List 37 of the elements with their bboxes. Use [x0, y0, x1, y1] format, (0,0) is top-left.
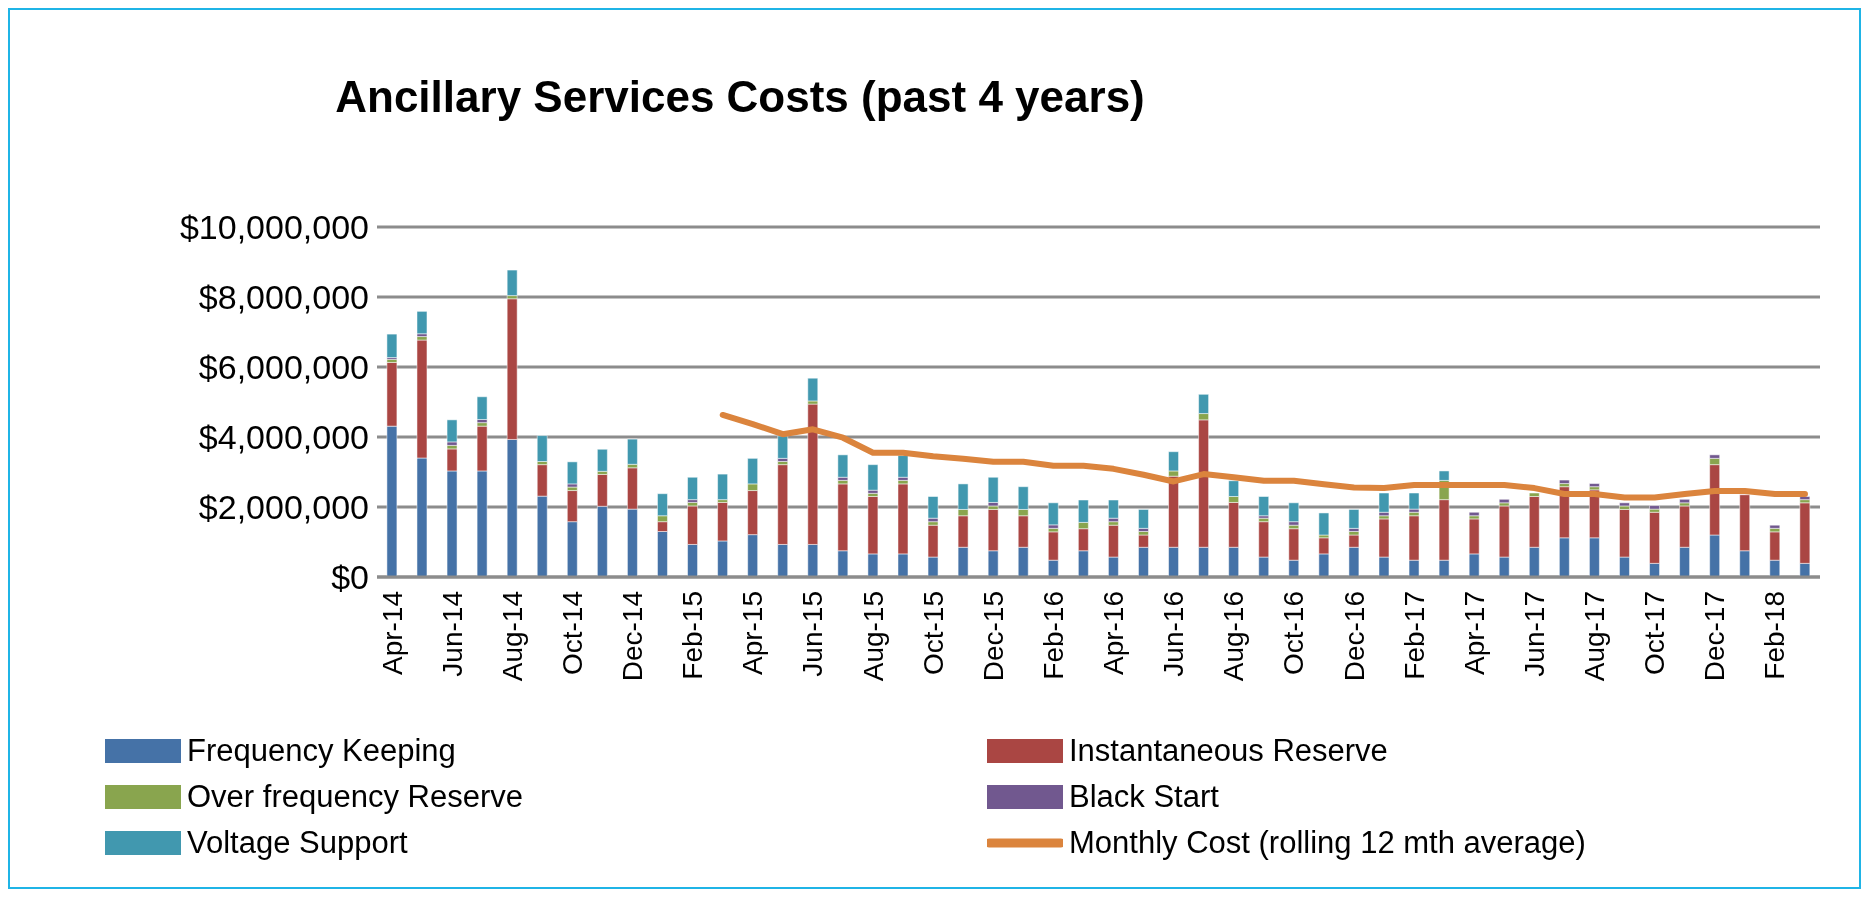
x-tick-label: Jun-17 — [1518, 591, 1550, 677]
y-tick-label: $4,000,000 — [198, 418, 369, 457]
x-tick-label: Dec-16 — [1338, 591, 1370, 682]
legend-label: Frequency Keeping — [187, 733, 456, 769]
x-tick-label: Jun-14 — [436, 591, 468, 677]
x-tick-label: Apr-14 — [376, 591, 408, 676]
legend-label: Monthly Cost (rolling 12 mth average) — [1069, 825, 1586, 861]
y-tick-label: $2,000,000 — [198, 488, 369, 527]
y-tick-label: $10,000,000 — [179, 208, 369, 247]
x-tick-label: Apr-15 — [737, 591, 769, 676]
y-tick-label: $8,000,000 — [198, 278, 369, 317]
chart-title: Ancillary Services Costs (past 4 years) — [334, 72, 1146, 122]
x-tick-label: Feb-18 — [1759, 591, 1791, 680]
y-tick-label: $6,000,000 — [198, 348, 369, 387]
y-tick-label: $0 — [331, 558, 369, 597]
x-tick-label: Jun-15 — [797, 591, 829, 677]
x-tick-label: Feb-15 — [677, 591, 709, 680]
x-tick-label: Dec-15 — [977, 591, 1009, 682]
legend-label: Voltage Support — [187, 825, 408, 861]
x-tick-label: Aug-17 — [1579, 591, 1611, 682]
x-tick-label: Jun-16 — [1158, 591, 1190, 677]
legend-label: Black Start — [1069, 779, 1219, 815]
legend-label: Over frequency Reserve — [187, 779, 523, 815]
x-tick-label: Oct-16 — [1278, 591, 1310, 676]
x-tick-label: Oct-14 — [556, 591, 588, 676]
x-tick-label: Aug-14 — [496, 591, 528, 682]
x-tick-label: Oct-15 — [917, 591, 949, 676]
x-tick-label: Aug-15 — [857, 591, 889, 682]
x-tick-label: Apr-17 — [1458, 591, 1490, 676]
x-tick-label: Oct-17 — [1639, 591, 1671, 676]
x-tick-label: Dec-17 — [1699, 591, 1731, 682]
x-tick-label: Apr-16 — [1098, 591, 1130, 676]
x-tick-label: Dec-14 — [617, 591, 649, 682]
x-tick-label: Aug-16 — [1218, 591, 1250, 682]
x-tick-label: Feb-16 — [1037, 591, 1069, 680]
legend-label: Instantaneous Reserve — [1069, 733, 1388, 769]
x-tick-label: Feb-17 — [1398, 591, 1430, 680]
